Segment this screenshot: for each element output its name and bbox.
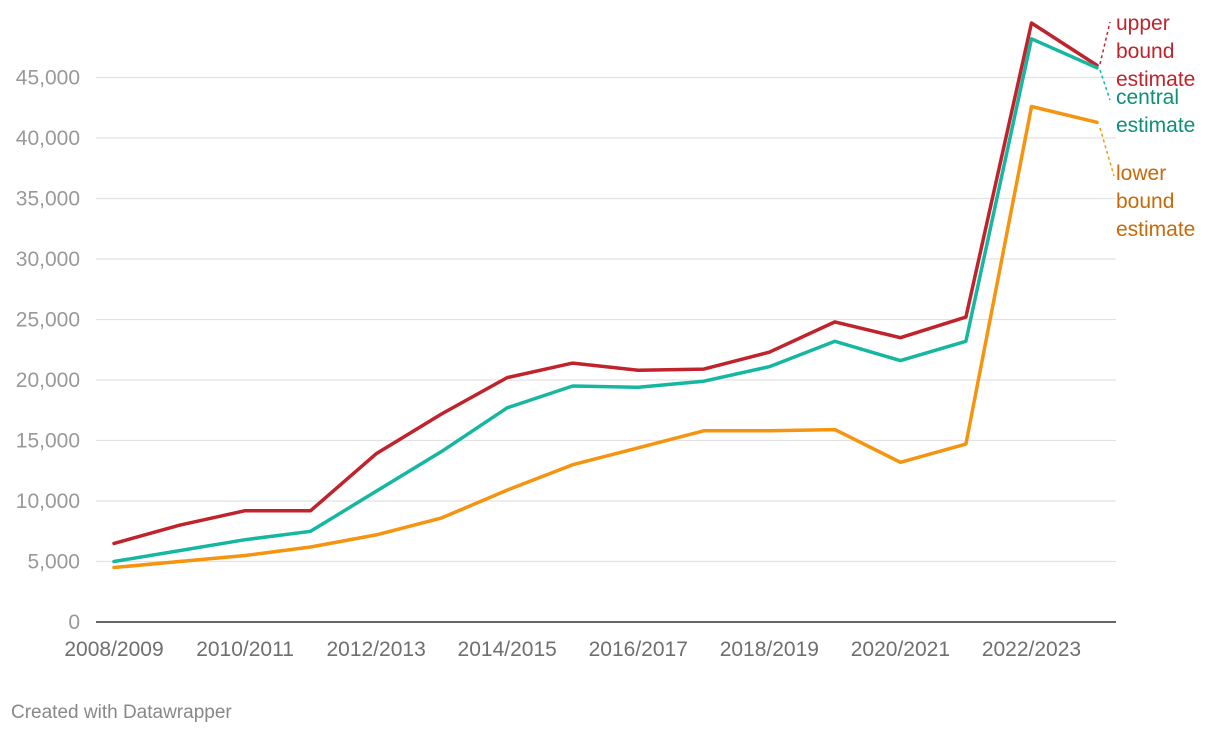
y-tick-label: 25,000 xyxy=(16,309,80,332)
y-tick-label: 0 xyxy=(68,611,80,634)
x-tick-label: 2008/2009 xyxy=(64,638,163,661)
x-tick-label: 2010/2011 xyxy=(196,638,294,661)
y-tick-label: 20,000 xyxy=(16,369,80,392)
series-label: lower bound estimate xyxy=(1116,162,1195,241)
y-axis: 0 5,000 10,000 15,000 20,000 25,000 30,000 35,0… xyxy=(16,67,80,635)
x-axis: 2008/2009 2010/2011 2012/2013 2014/2015 2016… xyxy=(64,638,1081,661)
series-lines xyxy=(112,21,1099,570)
label-connector xyxy=(1099,21,1111,65)
series-line xyxy=(112,21,1099,546)
y-tick-label: 15,000 xyxy=(16,430,80,453)
series-label: upper bound estimate xyxy=(1116,12,1195,91)
credit-footer: Created with Datawrapper xyxy=(11,702,232,723)
series-line xyxy=(112,104,1099,570)
y-tick-label: 10,000 xyxy=(16,490,80,513)
y-tick-label: 40,000 xyxy=(16,127,80,150)
x-tick-label: 2016/2017 xyxy=(589,638,688,661)
x-tick-label: 2018/2019 xyxy=(720,638,819,661)
gridlines xyxy=(96,76,1116,623)
x-tick-label: 2022/2023 xyxy=(982,638,1081,661)
series-line xyxy=(112,37,1099,564)
x-tick-label: 2014/2015 xyxy=(458,638,557,661)
y-tick-label: 35,000 xyxy=(16,188,80,211)
x-tick-label: 2020/2021 xyxy=(851,638,950,661)
label-connector xyxy=(1099,127,1115,177)
label-connector xyxy=(1099,69,1111,101)
x-tick-label: 2012/2013 xyxy=(326,638,425,661)
y-tick-label: 30,000 xyxy=(16,248,80,271)
series-label: central estimate xyxy=(1116,86,1195,137)
y-tick-label: 5,000 xyxy=(27,551,80,574)
y-tick-label: 45,000 xyxy=(16,67,80,90)
